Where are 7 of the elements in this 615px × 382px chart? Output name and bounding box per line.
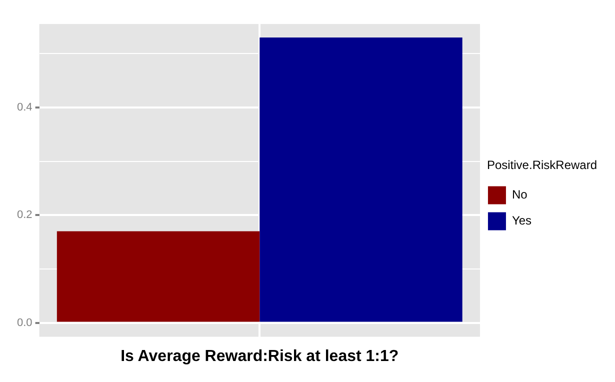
y-tick-label: 0.4 bbox=[16, 101, 32, 114]
y-tick-label: 0.2 bbox=[16, 209, 32, 222]
legend-title: Positive.RiskReward bbox=[486, 158, 598, 172]
y-tick-label: 0.0 bbox=[16, 316, 32, 329]
x-axis-title: Is Average Reward:Risk at least 1:1? bbox=[120, 348, 399, 365]
legend-label: Yes bbox=[512, 214, 532, 228]
legend-label: No bbox=[512, 188, 528, 202]
